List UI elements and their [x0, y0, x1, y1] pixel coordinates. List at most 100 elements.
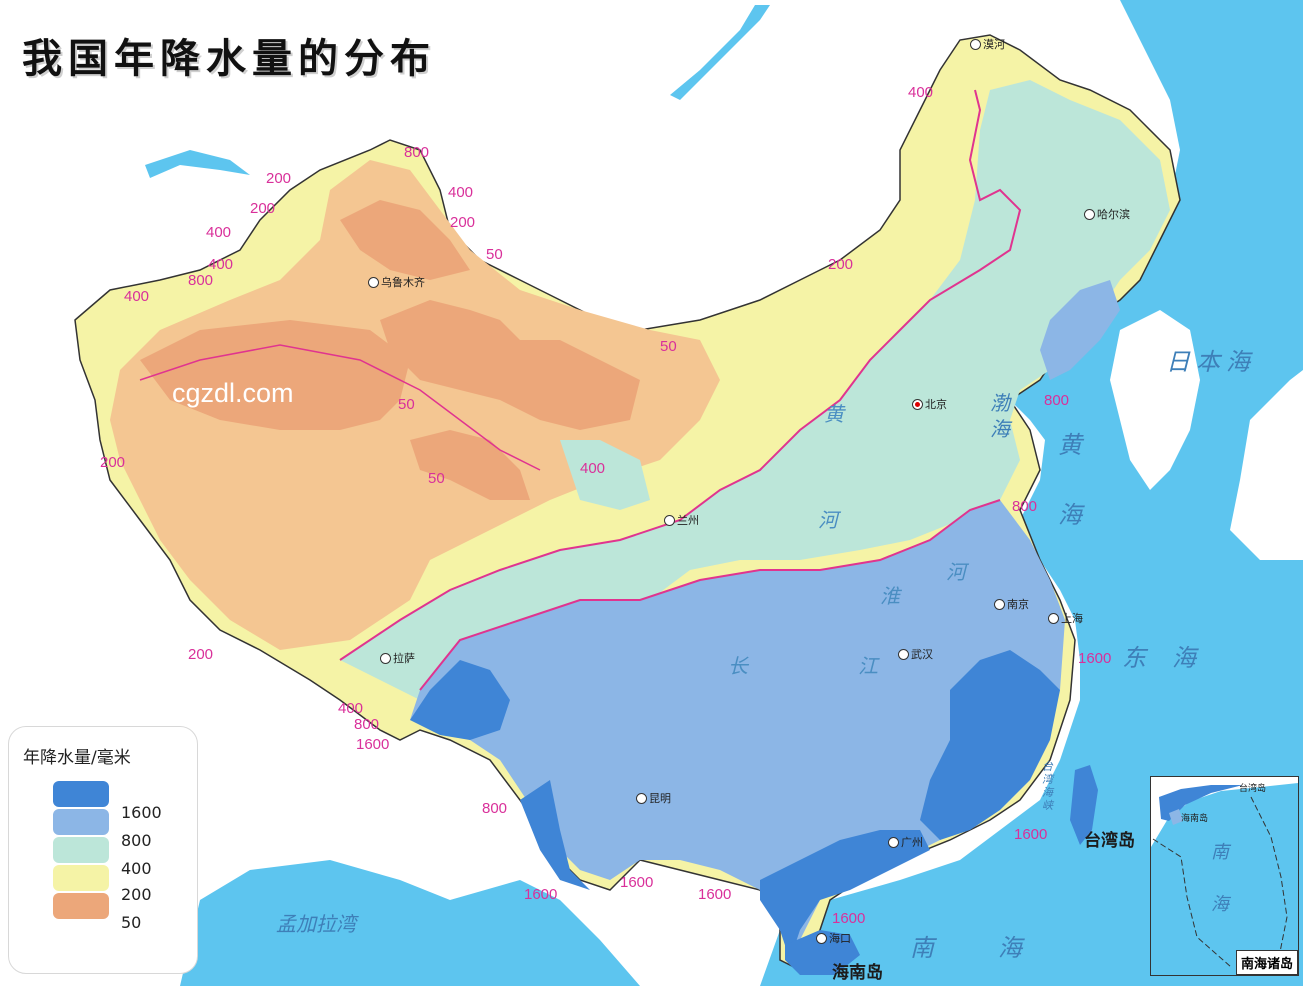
city-marker-icon — [664, 514, 675, 526]
city-label: 北京 — [925, 398, 947, 411]
city-marker-icon — [994, 598, 1005, 610]
zone-above-1600-hainan — [785, 930, 860, 975]
isohyet-label: 1600 — [698, 886, 732, 903]
isohyet-50-line — [139, 344, 541, 471]
sea-label-east: 东海 — [1122, 644, 1222, 672]
city-label: 拉萨 — [393, 652, 415, 665]
city-label: 上海 — [1061, 612, 1083, 625]
zone-above-1600-guangdong — [760, 830, 930, 960]
zone-below-50-tarim — [140, 320, 410, 430]
city-marker-icon — [1084, 208, 1095, 220]
isohyet-label: 800 — [188, 272, 214, 289]
city-label: 昆明 — [649, 792, 671, 805]
korea-japan-land — [1110, 310, 1200, 490]
legend-swatch-50 — [53, 893, 109, 919]
zone-above-1600-yunnan — [520, 780, 590, 890]
isohyet-label: 400 — [580, 460, 606, 477]
city-label: 哈尔滨 — [1097, 208, 1130, 221]
legend-swatch-800 — [53, 809, 109, 835]
isohyet-label: 200 — [188, 646, 214, 663]
city-lhasa: 拉萨 — [380, 650, 415, 666]
isohyet-label: 1600 — [524, 886, 558, 903]
city-label: 广州 — [901, 836, 923, 849]
legend-label: 200 — [121, 885, 152, 904]
isohyet-label: 1600 — [1078, 650, 1112, 667]
inset-water-label: 南海 — [1211, 842, 1229, 915]
isohyet-label: 800 — [1044, 392, 1070, 409]
city-label: 漠河 — [983, 38, 1005, 51]
zone-below-50-qaidam — [410, 430, 530, 500]
isohyet-label: 800 — [482, 800, 508, 817]
japan-land — [1230, 370, 1303, 560]
isohyet-label: 200 — [266, 170, 292, 187]
isohyet-label: 800 — [354, 716, 380, 733]
legend-swatch-400 — [53, 837, 109, 863]
legend-swatch-200 — [53, 865, 109, 891]
isohyet-label: 50 — [486, 246, 503, 263]
isohyet-label: 400 — [908, 84, 934, 101]
city-kunming: 昆明 — [636, 790, 671, 806]
lake-balkhash — [145, 150, 250, 178]
zone-above-1600-taiwan — [1070, 765, 1098, 845]
city-lanzhou: 兰州 — [664, 512, 699, 528]
isohyet-label: 400 — [206, 224, 232, 241]
isohyet-label: 800 — [404, 144, 430, 161]
river-label: 河 — [818, 508, 838, 532]
isohyet-label: 800 — [1012, 498, 1038, 515]
zone-above-1600-tibet — [410, 660, 510, 740]
sea-label-yellow: 黄海 — [1058, 431, 1082, 529]
sea-label-south: 南海 — [910, 934, 1086, 962]
river-label: 淮 — [880, 584, 900, 608]
map-title: 我国年降水量的分布 — [22, 35, 436, 82]
inset-title: 南海诸岛 — [1235, 950, 1298, 975]
inset-coast — [1159, 785, 1243, 821]
isohyet-label: 50 — [428, 470, 445, 487]
legend-label: 1600 — [121, 803, 162, 822]
isohyet-label: 1600 — [832, 910, 866, 927]
zone-below-50-junggar — [340, 200, 470, 280]
isohyet-label: 400 — [124, 288, 150, 305]
pacific-sea — [760, 0, 1303, 986]
island-label-taiwan: 台湾岛 — [1084, 831, 1135, 851]
city-marker-icon — [898, 648, 909, 660]
isohyet-label: 200 — [450, 214, 476, 231]
isohyet-label: 50 — [398, 396, 415, 413]
bay-of-bengal — [180, 860, 640, 986]
city-marker-icon — [816, 932, 827, 944]
legend-title: 年降水量/毫米 — [23, 748, 131, 768]
city-marker-icon — [368, 276, 379, 288]
city-shanghai: 上海 — [1048, 610, 1083, 626]
city-label: 武汉 — [911, 648, 933, 661]
zone-above-1600-se — [920, 650, 1060, 840]
inset-map — [1151, 777, 1298, 968]
bay-label-bengal: 孟加拉湾 — [276, 912, 356, 936]
isohyet-label: 200 — [250, 200, 276, 217]
lake-baikal — [670, 5, 770, 100]
city-label: 乌鲁木齐 — [381, 276, 425, 289]
inset-place-label: 台湾岛 — [1239, 784, 1267, 794]
inset-border — [1152, 796, 1288, 968]
city-marker-icon — [380, 652, 391, 664]
isohyet-label: 1600 — [1014, 826, 1048, 843]
city-guangzhou: 广州 — [888, 834, 923, 850]
isohyet-400-line — [339, 89, 1022, 661]
isohyet-label: 50 — [660, 338, 677, 355]
zone-400-800 — [340, 80, 1170, 720]
watermark: cgzdl.com — [172, 378, 294, 408]
isohyet-800-line — [419, 499, 1001, 691]
island-label-hainan: 海南岛 — [832, 963, 883, 983]
zone-400-800-hexi — [560, 440, 650, 510]
city-wuhan: 武汉 — [898, 646, 933, 662]
city-beijing: 北京 — [912, 396, 947, 412]
city-mohe: 漠河 — [970, 36, 1005, 52]
city-label: 南京 — [1007, 598, 1029, 611]
capital-marker-icon — [912, 398, 923, 410]
city-label: 兰州 — [677, 514, 699, 527]
river-label: 黄 — [824, 402, 844, 426]
legend-label: 50 — [121, 913, 142, 932]
river-label: 河 — [946, 560, 966, 584]
legend-label: 800 — [121, 831, 152, 850]
inset-place-label: 海南岛 — [1181, 814, 1209, 824]
